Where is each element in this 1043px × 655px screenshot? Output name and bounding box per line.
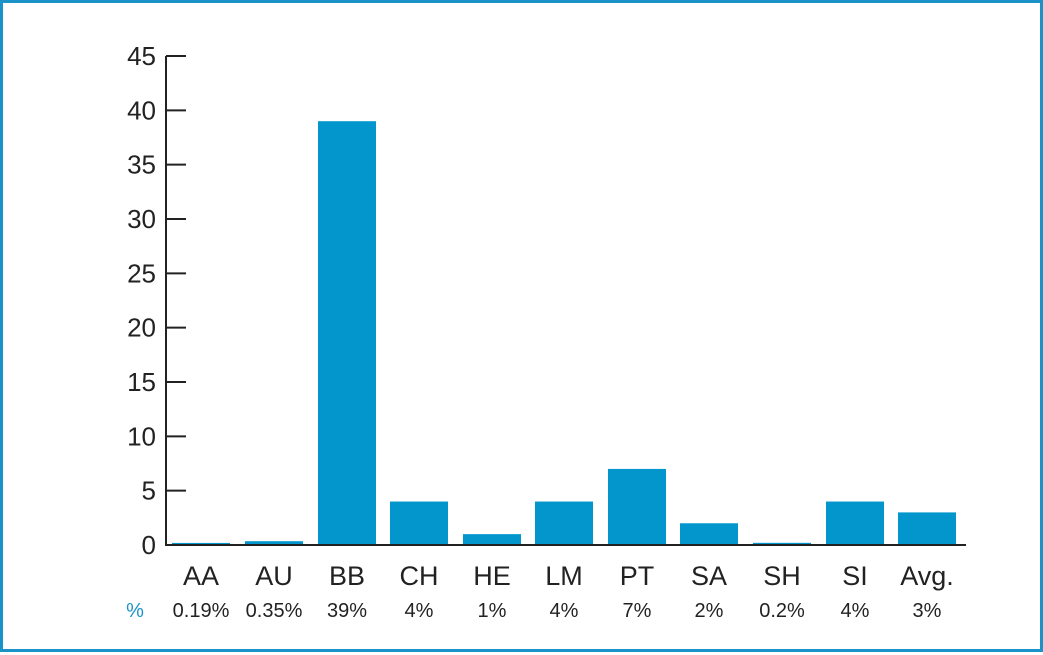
y-axis: 0 5 10 15 20 25 30 35 40 45 (127, 41, 186, 560)
category-label-sh: SH (763, 561, 801, 591)
y-tick-label-45: 45 (127, 41, 156, 71)
category-label-sa: SA (691, 561, 727, 591)
category-label-pt: PT (620, 561, 655, 591)
bar-avg (898, 512, 956, 545)
value-label-si: 4% (841, 600, 870, 622)
value-label-sh: 0.2% (759, 600, 805, 622)
percent-key-label: % (126, 600, 144, 622)
bar-aa (172, 542, 230, 545)
value-label-ch: 4% (405, 600, 434, 622)
category-labels: AA AU BB CH HE LM PT SA SH SI Avg. (183, 561, 954, 591)
category-label-au: AU (255, 561, 293, 591)
category-label-si: SI (842, 561, 868, 591)
y-tick-label-25: 25 (127, 258, 156, 288)
bar-ch (390, 501, 448, 545)
category-label-aa: AA (183, 561, 219, 591)
bar-lm (535, 501, 593, 545)
y-tick-label-10: 10 (127, 421, 156, 451)
bar-sa (680, 523, 738, 545)
y-tick-label-30: 30 (127, 204, 156, 234)
bar-he (463, 534, 521, 545)
y-tick-label-20: 20 (127, 313, 156, 343)
value-label-lm: 4% (550, 600, 579, 622)
category-label-he: HE (473, 561, 511, 591)
value-label-bb: 39% (327, 600, 367, 622)
y-tick-label-35: 35 (127, 150, 156, 180)
value-label-pt: 7% (623, 600, 652, 622)
value-label-avg: 3% (913, 600, 942, 622)
category-label-lm: LM (545, 561, 583, 591)
y-tick-label-15: 15 (127, 367, 156, 397)
bars-group (172, 121, 956, 545)
category-label-bb: BB (329, 561, 365, 591)
bar-bb (318, 121, 376, 545)
y-tick-label-0: 0 (142, 530, 156, 560)
category-label-avg: Avg. (900, 561, 954, 591)
value-label-he: 1% (478, 600, 507, 622)
y-tick-label-5: 5 (142, 476, 156, 506)
bar-pt (608, 468, 666, 545)
y-tick-label-40: 40 (127, 95, 156, 125)
bar-si (826, 501, 884, 545)
value-label-sa: 2% (695, 600, 724, 622)
percentage-labels: % 0.19% 0.35% 39% 4% 1% 4% 7% 2% 0.2% 4% 3% (126, 600, 942, 622)
bar-au (245, 541, 303, 545)
category-label-ch: CH (400, 561, 439, 591)
value-label-aa: 0.19% (173, 600, 230, 622)
value-label-au: 0.35% (246, 600, 303, 622)
bar-sh (753, 542, 811, 545)
